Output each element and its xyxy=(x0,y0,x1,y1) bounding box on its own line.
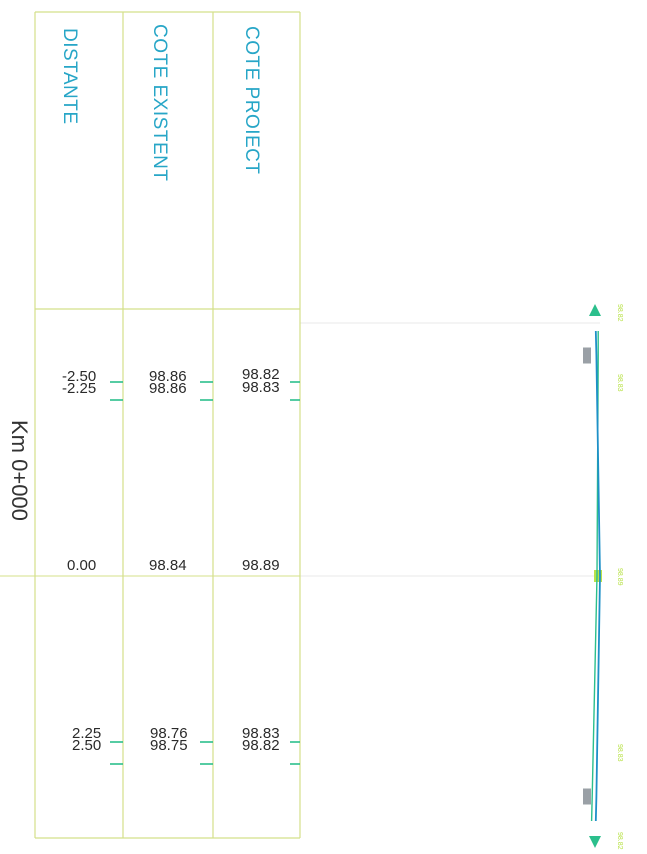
cell-cote-existent: 98.86 xyxy=(149,368,187,385)
table-grid xyxy=(0,11,301,839)
cell-cote-proiect: 98.89 xyxy=(242,557,280,574)
cell-cote-existent: 98.76 xyxy=(150,725,188,742)
cell-distante: 2.25 xyxy=(72,725,101,742)
cell-distante: -2.50 xyxy=(62,368,96,385)
cell-cote-existent: 98.84 xyxy=(149,557,187,574)
profile-point-label: 98.83 xyxy=(616,744,623,762)
value-ticks xyxy=(110,381,300,765)
cell-cote-existent: 98.75 xyxy=(150,737,188,754)
profile-point-label: 98.83 xyxy=(616,374,623,392)
profile-end-cap xyxy=(589,836,601,848)
profile-point-label: 98.89 xyxy=(616,568,623,586)
profile-marker-axis xyxy=(594,570,602,582)
cell-distante: -2.25 xyxy=(62,380,96,397)
profile-marker xyxy=(583,347,591,364)
cell-cote-proiect: 98.82 xyxy=(242,366,280,383)
row-group-left: -2.50 -2.25 98.86 98.86 98.82 98.83 xyxy=(62,366,280,397)
cell-cote-existent: 98.86 xyxy=(149,380,187,397)
profile-marker xyxy=(583,788,591,805)
cell-cote-proiect: 98.82 xyxy=(242,737,280,754)
row-group-right: 2.25 2.50 98.76 98.75 98.83 98.82 xyxy=(72,725,280,754)
design-profile-line xyxy=(594,330,601,822)
existing-ground-line xyxy=(590,331,599,822)
profile-end-cap xyxy=(589,304,601,316)
cell-cote-proiect: 98.83 xyxy=(242,725,280,742)
profile-point-label: 98.82 xyxy=(616,304,623,322)
header-distante: DISTANTE xyxy=(59,28,80,125)
cell-cote-proiect: 98.83 xyxy=(242,379,280,396)
cell-distante: 2.50 xyxy=(72,737,101,754)
profile-drawing: 98.82 98.83 98.89 98.83 98.82 xyxy=(583,304,623,850)
table-header: DISTANTE COTE EXISTENT COTE PROIECT xyxy=(59,24,262,181)
header-cote-proiect: COTE PROIECT xyxy=(241,26,262,175)
header-cote-existent: COTE EXISTENT xyxy=(149,24,170,181)
row-group-axis: 0.00 98.84 98.89 xyxy=(67,557,280,574)
station-label: Km 0+000 xyxy=(7,420,32,521)
profile-point-label: 98.82 xyxy=(616,832,623,850)
guide-lines xyxy=(300,322,600,577)
cell-distante: 0.00 xyxy=(67,557,96,574)
